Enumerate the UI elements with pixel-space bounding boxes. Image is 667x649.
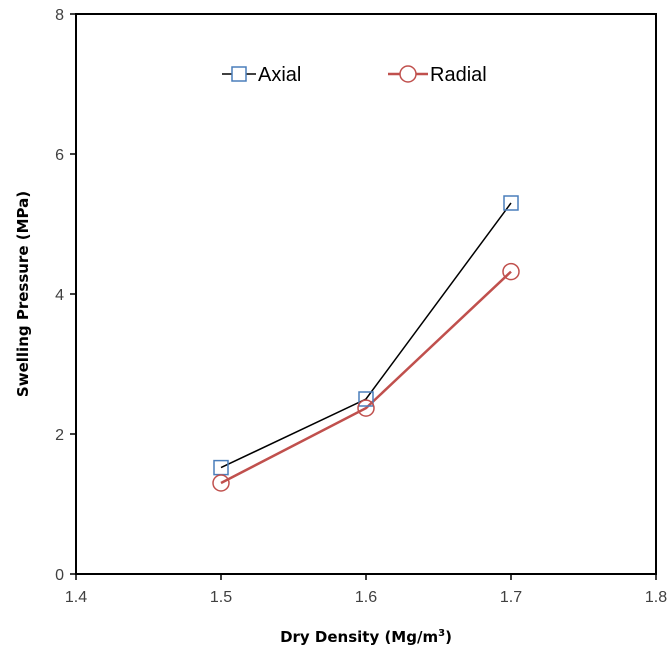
x-axis-title-main: Dry Density (Mg/m xyxy=(280,628,438,646)
series-axial-point xyxy=(503,195,519,211)
y-tick-label: 8 xyxy=(55,7,64,24)
x-tick-label: 1.4 xyxy=(65,589,87,606)
y-tick-label: 4 xyxy=(55,287,64,304)
legend: Axial Radial xyxy=(222,64,487,86)
x-axis-title-superscript: 3 xyxy=(438,628,445,639)
series-axial-line xyxy=(220,202,512,469)
series-layer xyxy=(212,195,520,492)
plot-frame xyxy=(75,13,657,575)
series-radial-point xyxy=(357,399,375,417)
y-axis-title: Swelling Pressure (MPa) xyxy=(14,191,32,397)
x-tick-label: 1.6 xyxy=(355,589,377,606)
y-tick-label: 0 xyxy=(55,567,64,584)
y-axis: 0 2 4 6 8 xyxy=(55,7,76,584)
x-tick-label: 1.5 xyxy=(210,589,232,606)
legend-radial-label: Radial xyxy=(430,64,487,86)
y-tick-label: 6 xyxy=(55,147,64,164)
x-tick-label: 1.8 xyxy=(645,589,667,606)
series-radial-point xyxy=(212,474,230,492)
legend-axial-label: Axial xyxy=(258,64,301,86)
x-axis: 1.4 1.5 1.6 1.7 1.8 xyxy=(65,574,667,606)
series-axial-point xyxy=(358,391,374,407)
x-tick-label: 1.7 xyxy=(500,589,522,606)
x-axis-title-suffix: ) xyxy=(445,628,452,646)
series-radial-line xyxy=(220,270,512,485)
y-tick-label: 2 xyxy=(55,427,64,444)
series-radial-point xyxy=(502,262,520,281)
x-axis-title: Dry Density (Mg/m3) xyxy=(280,628,452,646)
legend-axial-marker xyxy=(231,66,247,82)
legend-radial-marker xyxy=(399,65,417,83)
